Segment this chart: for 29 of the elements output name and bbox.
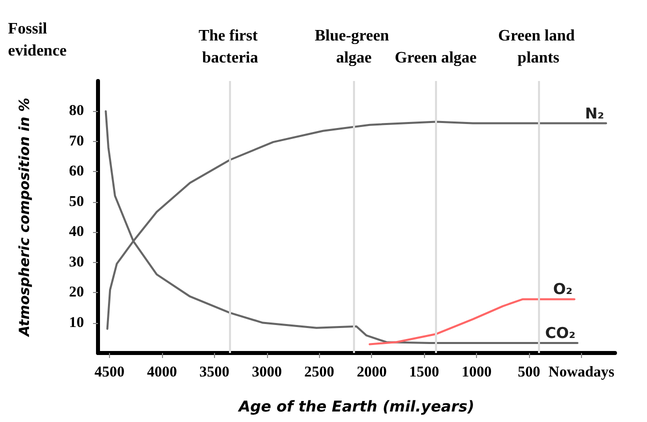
y-tick-label: 20	[69, 284, 84, 301]
x-axis-title: Age of the Earth (mil.years)	[238, 398, 474, 416]
x-tick-label: 1500	[409, 364, 440, 380]
y-tick-label: 80	[69, 103, 84, 120]
y-tick-label: 40	[69, 224, 84, 240]
series-label: O₂	[553, 280, 572, 298]
y-axis-title: Atmospheric composition in %	[17, 98, 33, 338]
y-tick-label: 70	[69, 133, 84, 150]
y-tick-label: 50	[69, 194, 84, 210]
x-tick-label: 500	[518, 364, 540, 380]
ref-line-label: Blue-green algae	[314, 28, 394, 66]
line-series	[368, 298, 576, 346]
x-tick-label: 4500	[94, 364, 125, 380]
series-label: CO₂	[545, 324, 576, 342]
x-tick-label: 2500	[304, 364, 334, 380]
y-tick-label: 30	[69, 254, 84, 270]
x-tick-label: 3000	[252, 364, 282, 380]
x-tick-label: 1000	[462, 364, 492, 380]
ref-line-label: The first bacteria	[198, 28, 262, 66]
y-tick-label: 60	[69, 164, 84, 180]
ref-line-label: Green algae	[394, 50, 477, 66]
x-tick-label: 4000	[146, 364, 177, 380]
x-tick-label: Nowadays	[548, 364, 615, 380]
x-tick-label: 2000	[356, 364, 387, 380]
x-tick-label: 3500	[199, 364, 230, 380]
ref-line-label: Green land plants	[498, 28, 579, 66]
text: Fossil evidence	[8, 20, 67, 60]
series-label: N₂	[584, 104, 604, 122]
y-tick-label: 10	[69, 314, 84, 331]
